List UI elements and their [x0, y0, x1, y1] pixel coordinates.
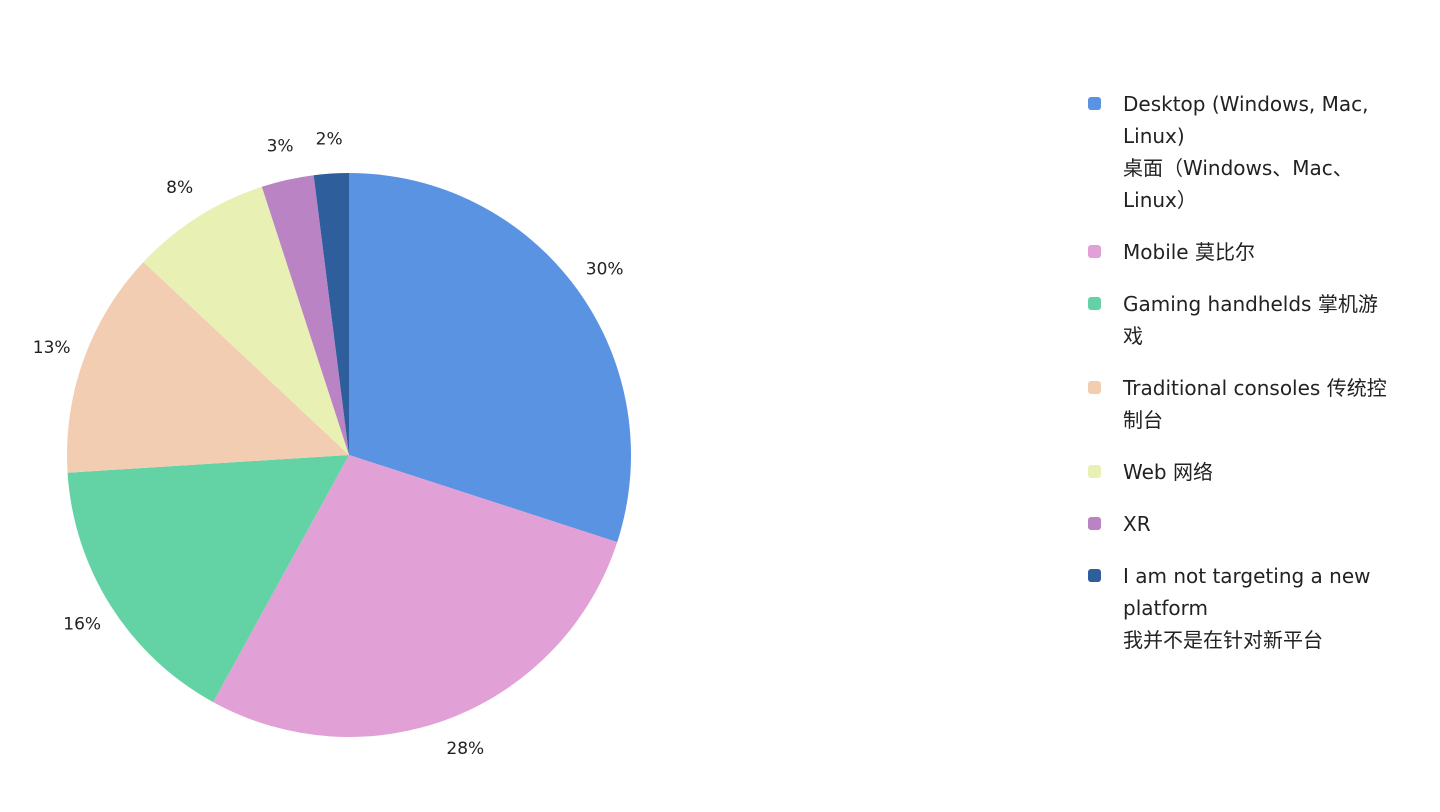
pie-slice [313, 173, 349, 455]
legend: Desktop (Windows, Mac, Linux) 桌面（Windows… [1088, 88, 1388, 676]
chart: 30% 28% 16% 13% 8% 3% 2% [33, 130, 632, 759]
legend-item: Web 网络 [1088, 456, 1388, 488]
pie-slice [213, 455, 618, 737]
data-label: 28% [446, 739, 484, 759]
pie-slice [143, 186, 349, 455]
legend-label: XR [1123, 512, 1151, 536]
legend-swatch [1088, 569, 1101, 582]
legend-label: Mobile 莫比尔 [1123, 240, 1255, 264]
data-label: 3% [267, 137, 294, 157]
data-label: 2% [316, 130, 343, 150]
pie-slice [67, 261, 349, 473]
legend-item: Gaming handhelds 掌机游戏 [1088, 288, 1388, 352]
legend-item: I am not targeting a new platform 我并不是在针… [1088, 560, 1388, 656]
legend-swatch [1088, 381, 1101, 394]
legend-label: I am not targeting a new platform 我并不是在针… [1123, 564, 1371, 652]
pie-slice [67, 455, 350, 703]
legend-label: Desktop (Windows, Mac, Linux) 桌面（Windows… [1123, 92, 1369, 212]
legend-swatch [1088, 97, 1101, 110]
legend-swatch [1088, 297, 1101, 310]
legend-item: XR [1088, 508, 1388, 540]
legend-swatch [1088, 517, 1101, 530]
legend-swatch [1088, 465, 1101, 478]
legend-label: Web 网络 [1123, 460, 1213, 484]
legend-label: Gaming handhelds 掌机游戏 [1123, 292, 1378, 348]
legend-label: Traditional consoles 传统控制台 [1123, 376, 1387, 432]
legend-item: Traditional consoles 传统控制台 [1088, 372, 1388, 436]
pie-slice [349, 173, 632, 543]
data-label: 13% [33, 338, 71, 358]
data-label: 30% [586, 259, 624, 279]
legend-swatch [1088, 245, 1101, 258]
pie-slice [261, 175, 349, 456]
data-label: 8% [166, 178, 193, 198]
legend-item: Mobile 莫比尔 [1088, 236, 1388, 268]
legend-item: Desktop (Windows, Mac, Linux) 桌面（Windows… [1088, 88, 1388, 216]
data-label: 16% [63, 614, 101, 634]
